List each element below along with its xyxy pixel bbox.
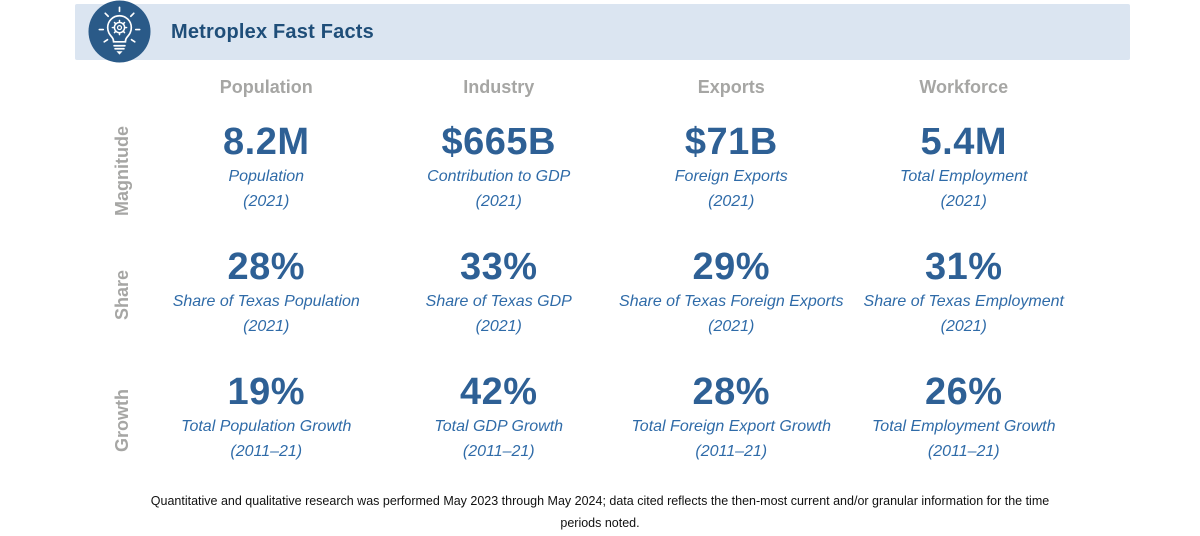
stat-desc: Total GDP Growth	[434, 418, 564, 435]
column-header-industry: Industry	[463, 76, 535, 97]
column-header-workforce: Workforce	[919, 76, 1009, 97]
cell-growth-exports: 28% Total Foreign Export Growth (2011–21…	[615, 358, 848, 483]
stat-value: 26%	[924, 371, 1003, 413]
stat-period: (2021)	[475, 193, 522, 210]
cell-magnitude-population: 8.2M Population (2021)	[150, 108, 383, 233]
cell-growth-industry: 42% Total GDP Growth (2011–21)	[383, 358, 616, 483]
cell-growth-workforce: 26% Total Employment Growth (2011–21)	[848, 358, 1081, 483]
stat-period: (2021)	[243, 193, 290, 210]
stat-desc: Contribution to GDP	[427, 168, 571, 185]
cell-magnitude-exports: $71B Foreign Exports (2021)	[615, 108, 848, 233]
stat-desc: Share of Texas Employment	[863, 293, 1064, 310]
stat-period: (2021)	[475, 318, 522, 335]
stat-desc: Foreign Exports	[674, 168, 788, 185]
stat-value: $665B	[441, 121, 556, 163]
stat-period: (2011–21)	[695, 443, 768, 460]
stat-desc: Total Employment Growth	[872, 418, 1056, 435]
stat-period: (2011–21)	[462, 443, 535, 460]
stat-desc: Share of Texas GDP	[425, 293, 572, 310]
cell-share-industry: 33% Share of Texas GDP (2021)	[383, 233, 616, 358]
cell-magnitude-workforce: 5.4M Total Employment (2021)	[848, 108, 1081, 233]
stat-value: 29%	[692, 246, 771, 288]
stat-desc: Total Employment	[900, 168, 1028, 185]
lightbulb-gear-icon	[88, 0, 151, 63]
stat-value: $71B	[684, 121, 778, 163]
stat-value: 33%	[459, 246, 538, 288]
stat-desc: Total Population Growth	[181, 418, 352, 435]
cell-share-exports: 29% Share of Texas Foreign Exports (2021…	[615, 233, 848, 358]
stat-period: (2021)	[940, 193, 987, 210]
stat-desc: Population	[228, 168, 305, 185]
stat-period: (2021)	[940, 318, 987, 335]
row-label-magnitude: Magnitude	[112, 125, 132, 216]
stat-value: 31%	[924, 246, 1003, 288]
cell-share-population: 28% Share of Texas Population (2021)	[150, 233, 383, 358]
row-label-growth: Growth	[112, 389, 132, 452]
stat-period: (2021)	[243, 318, 290, 335]
stat-value: 28%	[227, 246, 306, 288]
stat-desc: Share of Texas Population	[172, 293, 360, 310]
header-bar	[75, 4, 1130, 60]
stat-period: (2011–21)	[927, 443, 1000, 460]
fact-table: Population Industry Exports Workforce Ma…	[95, 66, 1080, 483]
cell-growth-population: 19% Total Population Growth (2011–21)	[150, 358, 383, 483]
row-label-share: Share	[112, 270, 132, 321]
page-title: Metroplex Fast Facts	[171, 21, 374, 43]
stat-value: 42%	[459, 371, 538, 413]
cell-share-workforce: 31% Share of Texas Employment (2021)	[848, 233, 1081, 358]
corner-spacer	[95, 66, 150, 108]
stat-desc: Share of Texas Foreign Exports	[619, 293, 844, 310]
stat-value: 5.4M	[920, 121, 1007, 163]
stat-period: (2021)	[708, 193, 755, 210]
footnote-line1: Quantitative and qualitative research wa…	[150, 494, 1050, 530]
stat-value: 8.2M	[223, 121, 310, 163]
stat-value: 19%	[227, 371, 306, 413]
footnote: Quantitative and qualitative research wa…	[150, 490, 1050, 536]
stat-period: (2011–21)	[230, 443, 303, 460]
stat-desc: Total Foreign Export Growth	[631, 418, 832, 435]
stat-value: 28%	[692, 371, 771, 413]
column-header-exports: Exports	[697, 76, 765, 97]
stat-period: (2021)	[708, 318, 755, 335]
column-header-population: Population	[219, 76, 313, 97]
cell-magnitude-industry: $665B Contribution to GDP (2021)	[383, 108, 616, 233]
